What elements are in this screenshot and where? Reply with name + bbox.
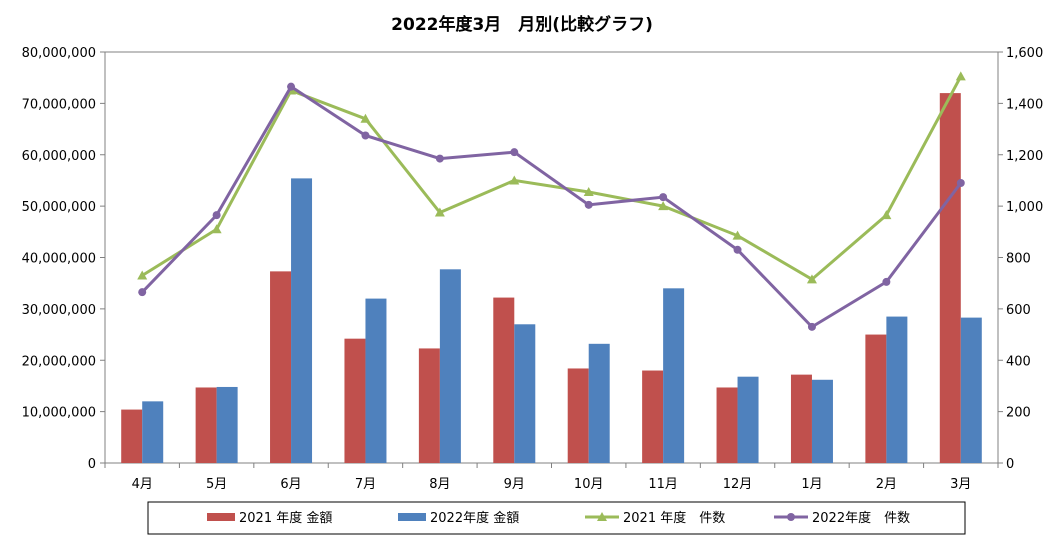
right-axis-tick-label: 600 — [1006, 303, 1031, 318]
point-2022-count — [138, 288, 147, 297]
right-axis-tick-label: 800 — [1006, 252, 1031, 267]
point-2022-count — [882, 277, 891, 286]
bar-2021-amount — [865, 334, 887, 463]
x-axis-tick-label: 3月 — [950, 477, 971, 492]
left-axis-tick-label: 0 — [88, 457, 96, 472]
bar-2022-amount — [291, 178, 313, 463]
right-axis-tick-label: 400 — [1006, 354, 1031, 369]
bar-2022-amount — [811, 379, 833, 463]
point-2021-count — [211, 224, 222, 234]
x-axis-tick-label: 5月 — [206, 477, 227, 492]
point-2022-count — [435, 154, 444, 163]
point-2022-count — [807, 322, 816, 331]
right-axis-tick-label: 1,000 — [1006, 200, 1043, 215]
bar-2022-amount — [663, 288, 685, 463]
line-2021-count — [141, 75, 963, 282]
bar-2021-amount — [790, 374, 812, 463]
legend-marker — [597, 512, 607, 521]
point-2022-count — [584, 200, 593, 209]
bar-2021-amount — [344, 338, 366, 463]
point-2022-count — [733, 245, 742, 254]
left-axis-tick-label: 20,000,000 — [22, 354, 96, 369]
point-2021-count — [806, 274, 817, 284]
bar-2022-amount — [737, 376, 759, 463]
right-axis-tick-label: 1,600 — [1006, 46, 1043, 61]
bar-2021-amount — [716, 387, 738, 463]
bar-2022-amount — [588, 343, 610, 463]
legend — [147, 501, 966, 535]
x-axis-tick-label: 11月 — [648, 477, 678, 492]
bar-2021-amount — [642, 370, 664, 463]
point-2021-count — [360, 113, 371, 123]
point-2022-count — [361, 131, 370, 140]
bar-2022-amount — [439, 269, 461, 463]
right-axis-tick-label: 1,400 — [1006, 97, 1043, 112]
point-2022-count — [212, 211, 221, 220]
x-axis-tick-label: 7月 — [355, 477, 376, 492]
bar-2021-amount — [939, 93, 961, 463]
right-axis-tick-label: 1,200 — [1006, 149, 1043, 164]
bar-2021-amount — [418, 348, 440, 463]
right-axis-tick-label: 200 — [1006, 406, 1031, 421]
legend-label: 2022年度 件数 — [812, 510, 910, 526]
plot-area — [104, 51, 999, 464]
point-2022-count — [659, 193, 668, 202]
point-2021-count — [137, 270, 148, 280]
point-2021-count — [509, 175, 520, 185]
bar-2021-amount — [567, 368, 589, 463]
right-axis-tick-label: 0 — [1006, 457, 1014, 472]
bar-2021-amount — [270, 271, 292, 463]
chart-title: 2022年度3月 月別(比較グラフ) — [391, 14, 653, 35]
point-2021-count — [881, 210, 892, 220]
left-axis-tick-label: 10,000,000 — [22, 406, 96, 421]
bar-2022-amount — [960, 317, 982, 463]
point-2021-count — [732, 230, 743, 240]
legend-swatch — [398, 513, 426, 521]
point-2021-count — [583, 186, 594, 196]
bar-2022-amount — [886, 316, 908, 463]
x-axis-tick-label: 1月 — [801, 477, 822, 492]
bar-2022-amount — [142, 401, 164, 463]
point-2021-count — [955, 71, 966, 81]
x-axis-tick-label: 10月 — [574, 477, 604, 492]
legend-label: 2021 年度 件数 — [623, 510, 725, 526]
left-axis-tick-label: 80,000,000 — [22, 46, 96, 61]
x-axis-tick-label: 12月 — [723, 477, 753, 492]
line-2022-count — [141, 84, 962, 329]
x-axis-tick-label: 6月 — [280, 477, 301, 492]
bar-2021-amount — [195, 387, 217, 463]
point-2022-count — [510, 148, 519, 157]
legend-marker — [787, 513, 795, 521]
point-2021-count — [434, 207, 445, 217]
bar-2022-amount — [216, 386, 238, 463]
left-axis-tick-label: 70,000,000 — [22, 97, 96, 112]
bar-2022-amount — [514, 324, 536, 463]
point-2021-count — [658, 201, 669, 211]
x-axis-tick-label: 9月 — [504, 477, 525, 492]
left-axis-tick-label: 50,000,000 — [22, 200, 96, 215]
legend-label: 2021 年度 金額 — [239, 510, 332, 526]
point-2022-count — [287, 82, 296, 91]
x-axis-tick-label: 2月 — [876, 477, 897, 492]
legend-swatch — [207, 513, 235, 521]
point-2022-count — [956, 179, 965, 188]
x-axis-tick-label: 8月 — [429, 477, 450, 492]
left-axis-tick-label: 40,000,000 — [22, 252, 96, 267]
bar-2021-amount — [121, 409, 143, 463]
left-axis-tick-label: 60,000,000 — [22, 149, 96, 164]
bar-2021-amount — [493, 297, 515, 463]
x-axis-tick-label: 4月 — [132, 477, 153, 492]
legend-label: 2022年度 金額 — [430, 510, 519, 526]
bar-2022-amount — [365, 298, 387, 463]
left-axis-tick-label: 30,000,000 — [22, 303, 96, 318]
